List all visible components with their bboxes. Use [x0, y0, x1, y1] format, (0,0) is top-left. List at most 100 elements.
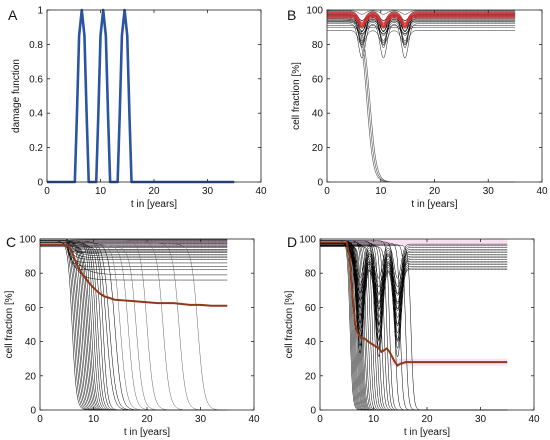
x-tick-label: 40	[248, 414, 260, 425]
x-tick-label: 20	[148, 186, 160, 197]
mean-curve-line	[327, 16, 516, 28]
cell-trajectory-line	[40, 238, 228, 257]
y-tick-label: 0.6	[29, 74, 43, 85]
cell-trajectory-line	[40, 244, 228, 255]
y-axis-label: cell fraction [%]	[291, 62, 302, 130]
collapsing-trajectory-line	[320, 244, 508, 411]
y-tick-label: 80	[25, 269, 37, 280]
x-tick-label: 10	[95, 186, 107, 197]
collapsing-trajectory-line	[40, 246, 228, 411]
panel-a: A 0 10 20 30 40 0 0.2 0.4 0.6 0.8 1 t in [years] dama…	[8, 6, 267, 211]
y-tick-label: 20	[25, 371, 37, 382]
panel-label: A	[8, 7, 18, 23]
cell-trajectory-line	[40, 239, 228, 241]
x-tick-label: 0	[324, 186, 330, 197]
cell-trajectory-line	[320, 240, 508, 296]
x-tick-label: 30	[202, 186, 214, 197]
x-tick-label: 20	[421, 414, 433, 425]
x-tick-label: 10	[88, 414, 100, 425]
plot-area	[327, 10, 516, 183]
x-tick-label: 20	[141, 414, 153, 425]
y-tick-label: 1	[37, 6, 43, 17]
x-tick-label: 10	[375, 186, 387, 197]
collapsing-trajectory-line	[320, 241, 508, 411]
y-tick-label: 0	[310, 406, 316, 417]
y-tick-label: 0.2	[29, 143, 43, 154]
cell-trajectory-line	[40, 240, 228, 242]
collapsing-trajectory-line	[320, 244, 508, 411]
y-tick-label: 100	[19, 235, 36, 246]
panel-label: B	[287, 7, 296, 23]
x-tick-label: 40	[528, 414, 540, 425]
y-tick-label: 100	[299, 235, 316, 246]
y-axis-label: cell fraction [%]	[284, 290, 295, 358]
y-axis-label: cell fraction [%]	[4, 290, 15, 358]
plot-area	[40, 238, 228, 411]
y-tick-label: 0	[317, 178, 323, 189]
y-tick-label: 60	[312, 74, 324, 85]
x-axis-label: t in [years]	[404, 427, 450, 438]
cell-trajectory-line	[327, 30, 516, 46]
mean-curve-line	[327, 12, 516, 24]
collapsing-trajectory-line	[40, 246, 228, 411]
panel-b: B 0 10 20 30 40 0 20 40 60 80 100 t in [years] cell f…	[287, 6, 548, 211]
cell-trajectory-line	[40, 238, 228, 250]
y-tick-label: 0.4	[29, 109, 43, 120]
x-tick-label: 30	[195, 414, 207, 425]
collapsing-trajectory-line	[320, 241, 508, 411]
collapsing-trajectory-line	[320, 244, 508, 411]
y-tick-label: 0.8	[29, 40, 43, 51]
collapsing-trajectory-line	[327, 20, 516, 183]
y-tick-label: 40	[312, 109, 324, 120]
cell-trajectory-line	[327, 23, 516, 59]
plot-area	[320, 239, 508, 411]
cell-trajectory-line	[320, 240, 508, 288]
y-axis-label: damage function	[11, 59, 22, 133]
collapsing-trajectory-line	[320, 241, 508, 411]
y-tick-label: 60	[305, 303, 317, 314]
y-tick-label: 40	[305, 337, 317, 348]
cell-trajectory-line	[320, 240, 508, 358]
x-axis-label: t in [years]	[411, 199, 457, 210]
collapsing-trajectory-line	[40, 246, 228, 411]
cell-trajectory-line	[40, 241, 228, 281]
x-tick-label: 30	[475, 414, 487, 425]
y-tick-label: 40	[25, 337, 37, 348]
y-tick-label: 80	[305, 269, 317, 280]
cell-trajectory-line	[320, 240, 508, 340]
plot-area	[47, 8, 235, 184]
cell-trajectory-line	[327, 21, 516, 43]
x-tick-label: 0	[44, 186, 50, 197]
x-tick-label: 20	[429, 186, 441, 197]
y-tick-label: 60	[25, 303, 37, 314]
panel-label: D	[287, 234, 297, 250]
x-tick-label: 40	[255, 186, 267, 197]
mean-curve-line	[327, 14, 516, 26]
mean-curve-line	[327, 15, 516, 27]
y-tick-label: 100	[306, 6, 323, 17]
collapsing-trajectory-line	[320, 240, 508, 411]
collapsing-trajectory-line	[40, 242, 228, 411]
variance-band	[320, 239, 508, 246]
x-tick-label: 0	[317, 414, 323, 425]
mean-curve-line	[327, 13, 516, 25]
panel-label: C	[6, 234, 16, 250]
collapsing-trajectory-line	[320, 241, 508, 411]
x-axis-label: t in [years]	[131, 199, 177, 210]
panel-c: C 0 10 20 30 40 0 20 40 60 80 100 t in [years] cell f…	[4, 234, 260, 438]
collapsing-trajectory-line	[320, 240, 508, 411]
cell-trajectory-line	[40, 241, 228, 253]
collapsing-trajectory-line	[40, 245, 228, 411]
x-axis-label: t in [years]	[124, 427, 170, 438]
cell-trajectory-line	[320, 240, 508, 318]
y-tick-label: 20	[305, 371, 317, 382]
collapsing-trajectory-line	[320, 244, 508, 411]
cell-trajectory-line	[40, 244, 228, 267]
x-tick-label: 30	[483, 186, 495, 197]
collapsing-trajectory-line	[320, 241, 508, 411]
mean-curve-line	[320, 241, 508, 367]
x-tick-label: 0	[37, 414, 43, 425]
collapsing-trajectory-line	[40, 246, 228, 411]
cell-trajectory-line	[327, 10, 516, 15]
